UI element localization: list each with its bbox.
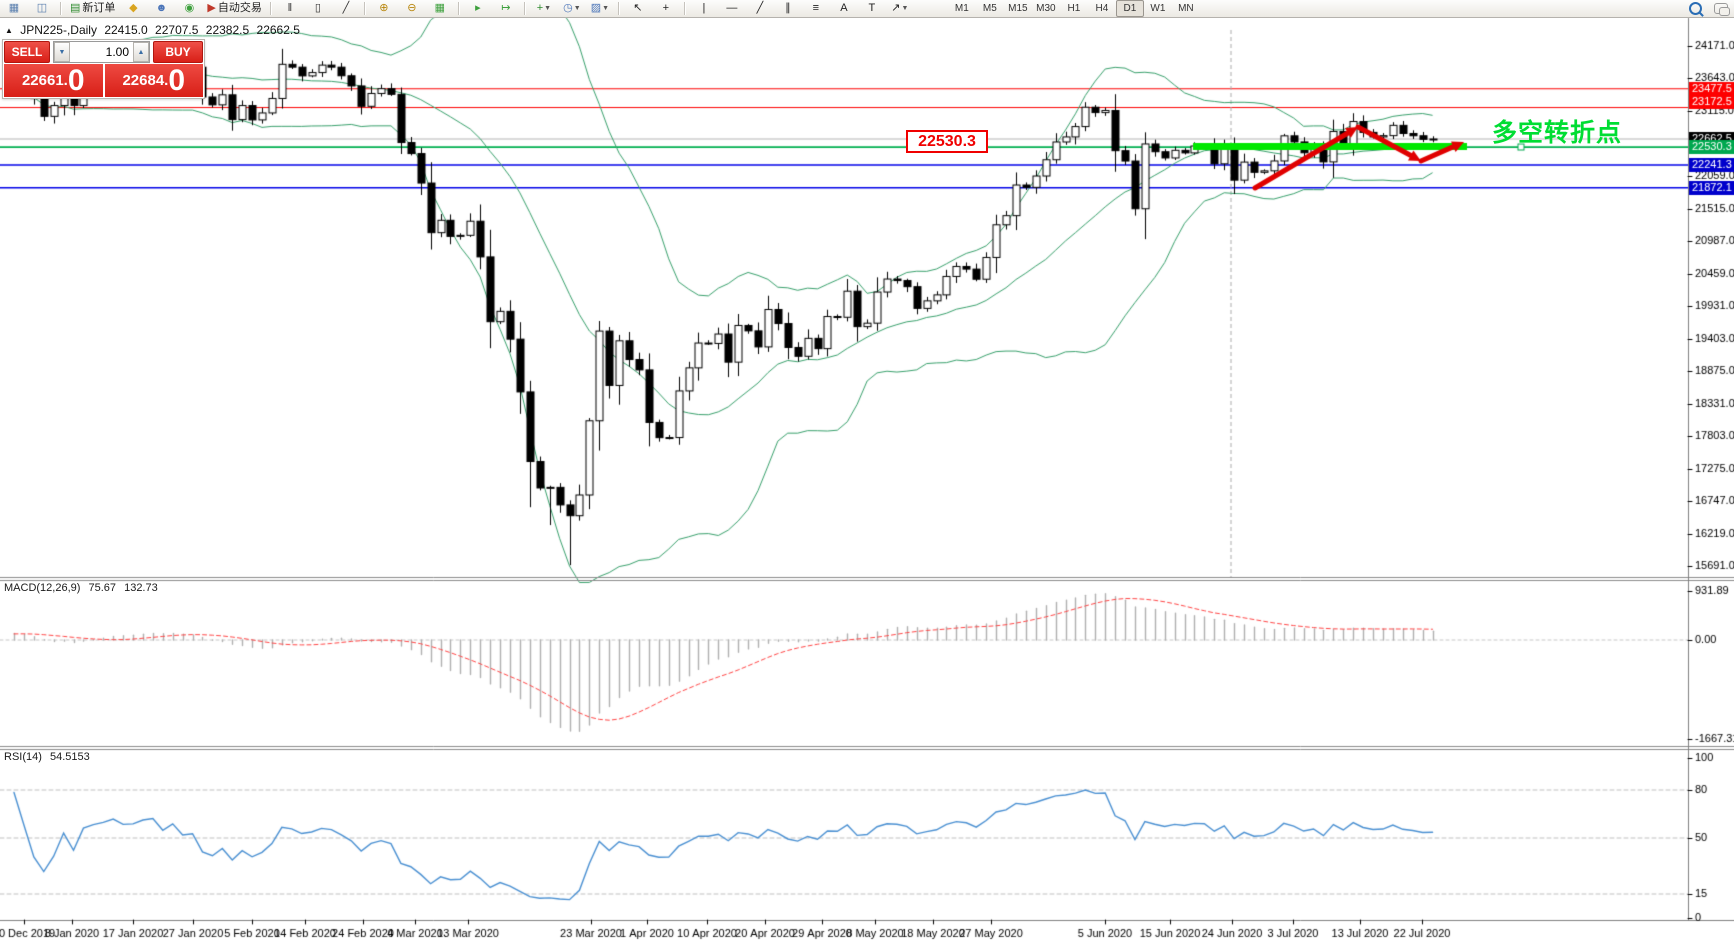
toolbar-separator xyxy=(269,2,272,15)
trendline-icon[interactable]: ╱ xyxy=(756,2,764,14)
toolbar-separator xyxy=(683,2,686,15)
bar-chart-icon[interactable]: ‖ xyxy=(287,2,293,14)
timeframe-button-m30[interactable]: M30 xyxy=(1036,3,1056,14)
metaeditor-icon[interactable]: ◆ xyxy=(129,2,138,14)
text-icon[interactable]: A xyxy=(840,2,848,14)
equidistant-channel-icon[interactable]: ∥ xyxy=(785,2,791,14)
timeframe-button-mn[interactable]: MN xyxy=(1178,3,1194,14)
toolbar-separator xyxy=(457,2,460,15)
timeframe-button-m15[interactable]: M15 xyxy=(1008,3,1028,14)
ohlc-close: 22662.5 xyxy=(256,23,300,37)
zoom-out-icon[interactable]: ⊖ xyxy=(407,2,417,14)
tick-chart-icon[interactable]: ◫ xyxy=(36,2,48,14)
arrows-icon[interactable]: ↗ ▼ xyxy=(891,2,909,14)
turning-point-annotation-text[interactable]: 多空转折点 xyxy=(1492,119,1623,147)
buy-button[interactable]: BUY xyxy=(153,41,203,63)
signals-icon[interactable]: ◉ xyxy=(184,2,195,14)
chart-symbol-title: ▲ JPN225-,Daily 22415.0 22707.5 22382.5 … xyxy=(5,23,304,37)
rsi-name: RSI(14) xyxy=(4,751,42,763)
candlestick-chart-icon[interactable]: ▯ xyxy=(314,2,321,14)
cursor-icon[interactable]: ↖ xyxy=(633,2,643,14)
indicators-button[interactable]: + ▼ xyxy=(536,2,552,14)
timeframe-button-m1[interactable]: M1 xyxy=(954,3,969,14)
new-order-button[interactable]: ▤ 新订单 xyxy=(70,2,116,14)
rsi-indicator-label: RSI(14) 54.5153 xyxy=(4,751,95,763)
crosshair-icon[interactable]: + xyxy=(662,2,670,14)
chat-icon[interactable] xyxy=(1714,3,1730,16)
text-label-icon[interactable]: T xyxy=(868,2,876,14)
sell-price-big-digit: 0 xyxy=(67,63,85,97)
timeframe-button-h1[interactable]: H1 xyxy=(1067,3,1081,14)
charts-window-icon[interactable]: ▦ xyxy=(8,2,20,14)
toolbar-separator xyxy=(617,2,620,15)
macd-signal-value: 132.73 xyxy=(124,582,158,594)
buy-price-big-digit: 0 xyxy=(168,63,186,97)
buy-price-button[interactable]: 22684. 0 xyxy=(104,63,203,97)
sell-price-button[interactable]: 22661. 0 xyxy=(4,64,103,97)
rsi-value: 54.5153 xyxy=(49,751,90,763)
ohlc-low: 22382.5 xyxy=(205,23,250,37)
periods-button[interactable]: ◷ ▼ xyxy=(563,2,581,14)
horizontal-line-icon[interactable]: — xyxy=(726,2,738,14)
chart-shift-icon[interactable]: ↦ xyxy=(501,2,511,14)
vertical-line-icon[interactable]: | xyxy=(702,2,706,14)
macd-main-value: 75.67 xyxy=(88,582,117,594)
templates-button[interactable]: ▨ ▼ xyxy=(590,2,610,14)
timeframe-button-w1[interactable]: W1 xyxy=(1150,3,1166,14)
toolbar-separator xyxy=(363,2,366,15)
macd-indicator-label: MACD(12,26,9) 75.67 132.73 xyxy=(4,582,163,594)
timeframe-button-d1[interactable]: D1 xyxy=(1115,0,1144,17)
timeframe-button-m5[interactable]: M5 xyxy=(982,3,997,14)
ohlc-open: 22415.0 xyxy=(104,23,148,37)
terminal-icon[interactable]: ☻ xyxy=(155,2,168,14)
fibonacci-icon[interactable]: ≡ xyxy=(812,2,820,14)
toolbar-separator xyxy=(523,2,526,15)
volume-increase-button[interactable]: ▲ xyxy=(133,42,149,62)
buy-price: 22684. xyxy=(122,72,169,89)
tile-windows-icon[interactable]: ▦ xyxy=(434,2,446,14)
volume-decrease-button[interactable]: ▼ xyxy=(54,42,70,62)
main-toolbar: ▦ ◫ ▤ 新订单 ◆ ☻ ◉ ▶ 自动交易 ‖ ▯ ╱ ⊕ ⊖ ▦ ▸ ↦ + ▼ ◷ ▼ ▨ ▼ ↖ + | — ╱ ∥ ≡ A T ↗ ▼ M… xyxy=(0,0,1734,18)
sell-button[interactable]: SELL xyxy=(4,41,50,63)
symbol-name: JPN225-,Daily xyxy=(20,23,97,37)
volume-box: ▼ 1.00 ▲ xyxy=(53,41,150,63)
sell-price: 22661. xyxy=(21,72,68,89)
support-price-flag[interactable]: 22530.3 xyxy=(906,130,988,153)
autotrading-button[interactable]: ▶ 自动交易 xyxy=(207,2,262,14)
zoom-in-icon[interactable]: ⊕ xyxy=(379,2,389,14)
volume-input[interactable]: 1.00 xyxy=(105,45,129,59)
ohlc-high: 22707.5 xyxy=(155,23,199,37)
timeframe-button-h4[interactable]: H4 xyxy=(1095,3,1109,14)
macd-name: MACD(12,26,9) xyxy=(4,582,81,594)
search-icon[interactable] xyxy=(1689,2,1702,15)
window-expand-icon[interactable]: ▲ xyxy=(5,26,13,35)
auto-scroll-icon[interactable]: ▸ xyxy=(475,2,481,14)
one-click-trading-panel: SELL ▼ 1.00 ▲ BUY 22661. 0 22684. 0 xyxy=(2,39,205,99)
toolbar-separator xyxy=(60,2,62,15)
line-chart-icon[interactable]: ╱ xyxy=(342,2,350,14)
